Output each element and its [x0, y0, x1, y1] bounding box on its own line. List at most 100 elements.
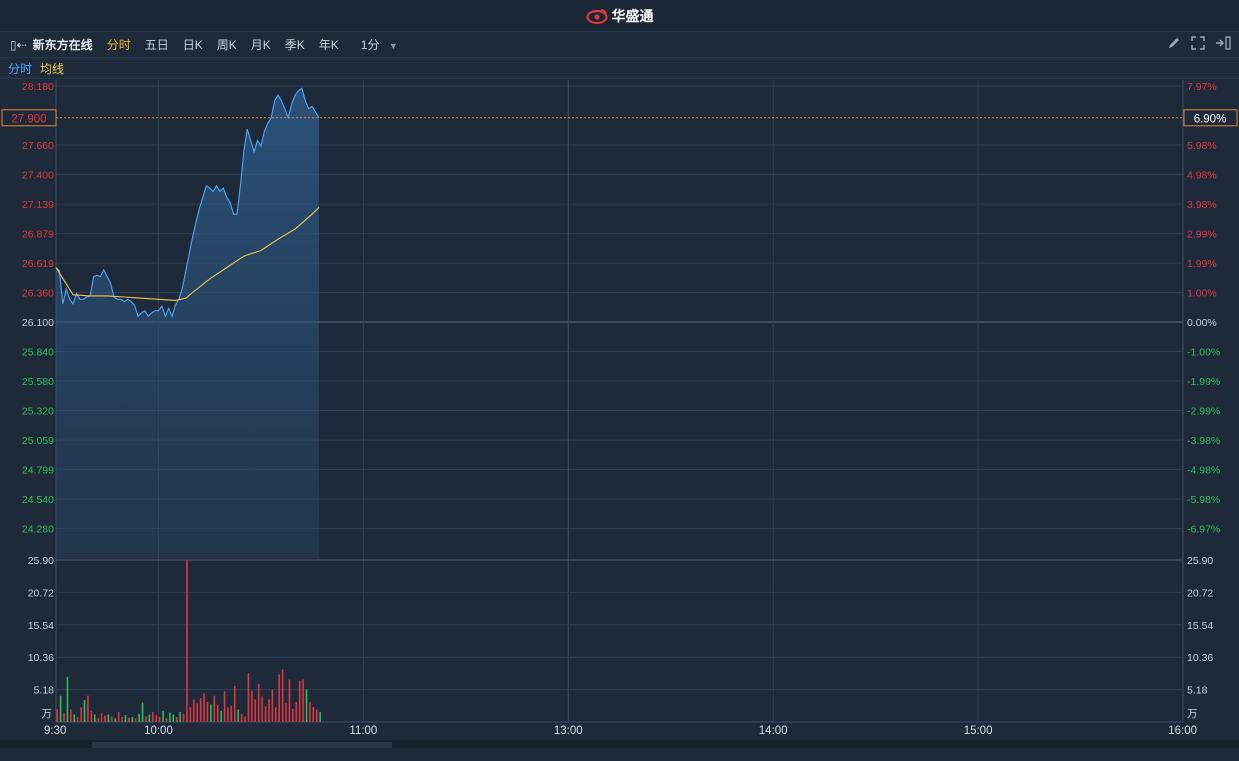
volume-bar [87, 695, 89, 722]
interval-value: 1分 [360, 38, 380, 52]
x-tick-label: 10:00 [144, 725, 173, 737]
volume-bar [93, 714, 96, 722]
volume-bar [319, 711, 321, 722]
current-price-label: 27.900 [11, 113, 46, 125]
volume-bar [278, 674, 280, 722]
chart-legend: 分时 均线 [0, 58, 1239, 79]
volume-bar [114, 718, 117, 722]
tab-intraday[interactable]: 分时 [106, 38, 131, 52]
volume-bar [295, 701, 298, 722]
volume-tick-right: 20.72 [1187, 587, 1213, 599]
volume-bar [104, 715, 106, 722]
volume-bar [206, 701, 209, 722]
y-tick-left: 26.879 [22, 229, 54, 241]
y-tick-right: 1.00% [1187, 288, 1217, 300]
brand-name: 华盛通 [611, 7, 654, 24]
volume-bar [281, 669, 284, 722]
volume-bar [237, 709, 240, 722]
volume-bar [152, 711, 154, 722]
volume-bar [186, 560, 188, 722]
volume-bar [124, 715, 127, 722]
legend-price: 分时 [8, 61, 33, 76]
volume-bar [56, 709, 58, 722]
volume-bar [90, 710, 93, 722]
toolbar-actions [1167, 36, 1231, 50]
brand-logo: 华盛通 [585, 6, 654, 26]
title-bar: 华盛通 [0, 0, 1239, 32]
volume-bar [240, 713, 243, 722]
y-tick-right: 7.97% [1187, 81, 1217, 93]
brand-logo-icon [585, 8, 608, 24]
volume-bar [288, 679, 291, 722]
volume-bar [97, 718, 99, 722]
volume-bar [251, 690, 253, 722]
y-tick-right: 0.00% [1187, 317, 1217, 329]
tab-five-day[interactable]: 五日 [144, 38, 169, 52]
volume-bar [203, 693, 205, 722]
y-tick-left: 24.280 [22, 524, 54, 536]
volume-tick-left: 5.18 [34, 685, 55, 697]
volume-unit-right: 万 [1187, 708, 1198, 720]
tab-daily-k[interactable]: 日K [182, 38, 203, 52]
y-tick-left: 24.540 [22, 494, 54, 506]
tab-monthly-k[interactable]: 月K [250, 38, 271, 52]
y-tick-left: 26.360 [22, 288, 54, 300]
y-tick-right: -6.97% [1187, 524, 1220, 536]
volume-bar [179, 711, 181, 722]
volume-bar [138, 713, 140, 722]
volume-bar [145, 716, 147, 722]
y-tick-right: 2.99% [1187, 229, 1217, 241]
volume-bar [117, 711, 120, 722]
current-price-box [1, 109, 57, 127]
volume-bar [309, 701, 311, 722]
x-tick-label: 14:00 [759, 725, 788, 737]
chevron-down-icon: ▼ [388, 41, 398, 51]
volume-bar [121, 716, 123, 722]
y-tick-left: 25.320 [22, 406, 54, 418]
volume-unit-left: 万 [42, 708, 53, 720]
volume-tick-right: 5.18 [1187, 685, 1208, 697]
y-tick-left: 26.619 [22, 258, 54, 270]
collapse-left-icon[interactable]: ▯⇠ [10, 37, 27, 52]
volume-bar [213, 695, 216, 722]
volume-bar [128, 717, 130, 722]
volume-bar [233, 685, 236, 722]
y-tick-right: -1.99% [1187, 376, 1220, 388]
y-tick-left: 27.400 [22, 170, 54, 182]
x-tick-label: 16:00 [1168, 725, 1197, 737]
volume-bar [134, 718, 137, 722]
y-tick-right: 3.98% [1187, 199, 1217, 211]
volume-tick-left: 15.54 [28, 620, 54, 632]
y-tick-left: 26.100 [22, 317, 54, 329]
scrollbar-thumb[interactable] [92, 742, 392, 748]
volume-bar [141, 702, 144, 722]
volume-bar [162, 710, 164, 722]
volume-bar [285, 703, 287, 722]
tab-yearly-k[interactable]: 年K [318, 38, 339, 52]
x-tick-label: 11:00 [349, 725, 377, 737]
collapse-right-icon[interactable] [1215, 36, 1231, 50]
volume-bar [216, 705, 219, 722]
stock-name: 新东方在线 [32, 38, 93, 52]
interval-select[interactable]: 1分 ▼ [361, 36, 398, 53]
volume-bar [172, 714, 175, 722]
pencil-icon[interactable] [1167, 36, 1181, 50]
volume-bar [210, 704, 212, 722]
tab-weekly-k[interactable]: 周K [216, 38, 237, 52]
average-line [55, 207, 320, 301]
volume-bar [257, 683, 260, 722]
y-tick-left: 25.580 [22, 376, 54, 388]
bottom-scrollbar[interactable] [0, 740, 1239, 748]
volume-bar [70, 709, 72, 722]
volume-bar [155, 715, 158, 722]
volume-bar [227, 707, 229, 722]
volume-bar [264, 706, 267, 722]
volume-bar [244, 716, 246, 722]
volume-bar [312, 706, 315, 722]
volume-bar [63, 712, 65, 722]
expand-icon[interactable] [1191, 36, 1205, 50]
volume-bar [271, 689, 274, 722]
volume-tick-right: 25.90 [1187, 555, 1213, 567]
price-line [55, 87, 320, 318]
tab-quarterly-k[interactable]: 季K [284, 38, 305, 52]
